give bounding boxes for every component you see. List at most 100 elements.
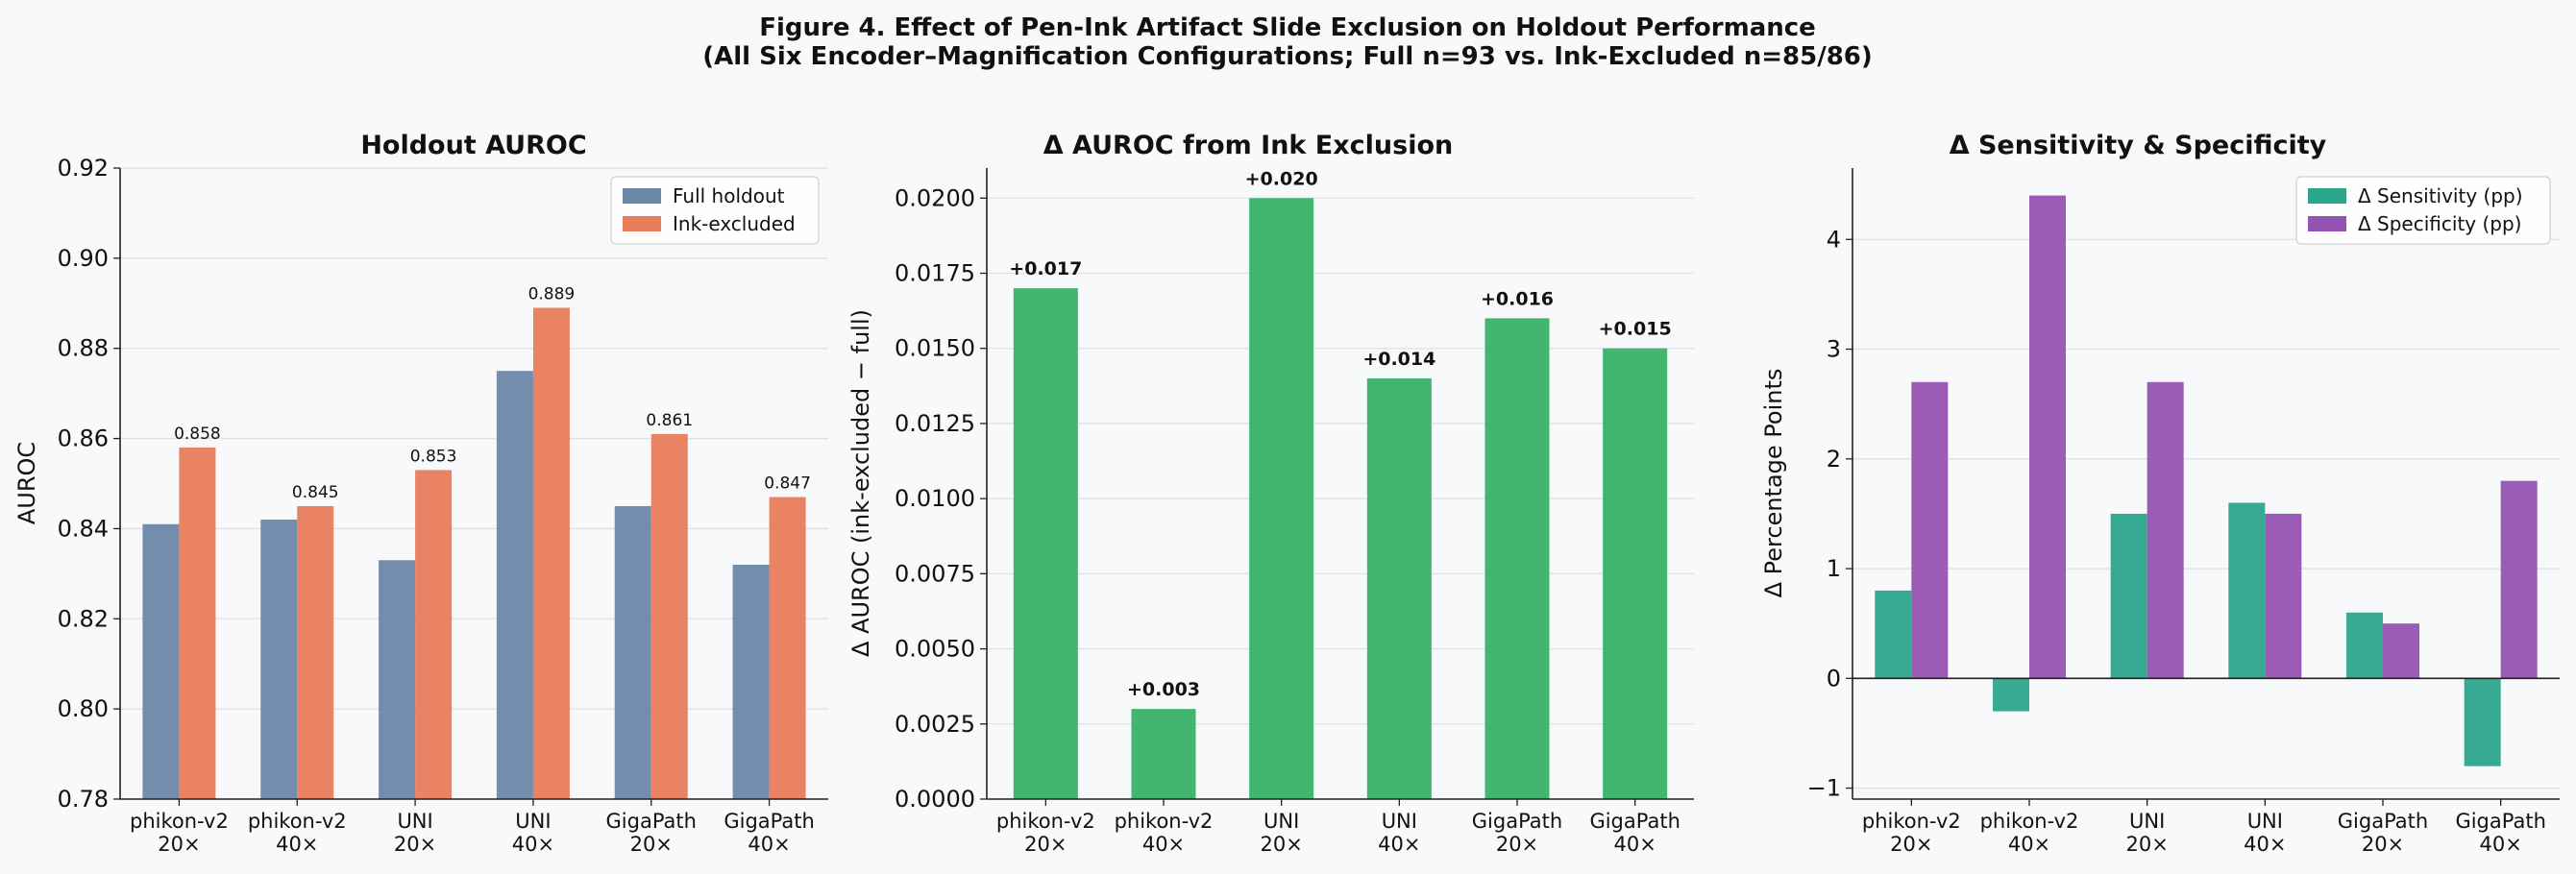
auroc-panel-title: Holdout AUROC [360, 131, 586, 160]
y-tick-label: 0.80 [58, 695, 109, 722]
bar-series1 [379, 560, 416, 799]
data-label: 0.861 [646, 411, 693, 430]
delta-auroc-panel: Δ AUROC from Ink Exclusion Δ AUROC (ink-… [847, 131, 1694, 856]
bar [1013, 288, 1078, 800]
x-tick-label-line2: 40× [1142, 833, 1185, 856]
x-tick-label-line1: phikon-v2 [1862, 810, 1961, 833]
x-tick-label-line2: 20× [1261, 833, 1303, 856]
y-tick-label: 0.82 [58, 605, 109, 632]
bar-series1 [2110, 513, 2147, 679]
data-label: 0.845 [292, 483, 339, 502]
x-tick-label-line1: GigaPath [2338, 810, 2428, 833]
bar-series1 [1993, 678, 2029, 712]
y-tick-label: 0.0075 [895, 560, 975, 587]
bar-series2 [532, 307, 570, 799]
x-tick-label-line2: 40× [2244, 833, 2286, 856]
data-label: +0.017 [1009, 258, 1082, 279]
bar-series2 [769, 497, 806, 799]
legend-swatch [2308, 188, 2346, 204]
data-label: 0.853 [410, 447, 457, 466]
y-tick-label: 3 [1827, 336, 1841, 363]
y-tick-label: 0.0200 [895, 184, 975, 211]
y-tick-label: 0.88 [58, 335, 109, 362]
y-tick-label: 1 [1827, 555, 1841, 582]
data-label: 0.889 [528, 284, 576, 303]
data-label: +0.014 [1362, 349, 1435, 370]
x-tick-label-line1: phikon-v2 [1980, 810, 2079, 833]
y-tick-label: 2 [1827, 446, 1841, 473]
bar-series1 [260, 520, 298, 799]
y-tick-label: 0.0125 [895, 410, 975, 437]
legend-swatch [623, 188, 661, 204]
x-tick-label-line2: 40× [2008, 833, 2050, 856]
x-tick-label-line1: UNI [515, 810, 551, 833]
x-tick-label-line1: GigaPath [1589, 810, 1680, 833]
x-tick-label-line2: 20× [1024, 833, 1067, 856]
x-tick-label-line1: UNI [1263, 810, 1299, 833]
bar-series1 [732, 564, 770, 799]
x-tick-label-line2: 40× [2480, 833, 2522, 856]
legend-swatch [2308, 216, 2346, 231]
y-tick-label: 0 [1827, 665, 1841, 692]
data-label: +0.003 [1127, 679, 1200, 700]
legend: Δ Sensitivity (pp) Δ Specificity (pp) [2295, 176, 2551, 245]
bar-series2 [2147, 381, 2184, 679]
x-tick-label-line1: phikon-v2 [996, 810, 1095, 833]
bar-series1 [2464, 678, 2501, 766]
legend-swatch [623, 216, 661, 231]
x-tick-label-line2: 20× [2126, 833, 2169, 856]
data-label: +0.015 [1599, 319, 1672, 340]
legend-box [2295, 176, 2551, 245]
bar-series1 [496, 371, 533, 799]
bar-series2 [179, 447, 216, 799]
x-tick-label-line1: GigaPath [724, 810, 814, 833]
y-tick-label: 0.0050 [895, 636, 975, 663]
x-tick-label-line2: 20× [394, 833, 436, 856]
x-tick-label-line2: 20× [1496, 833, 1538, 856]
delta-sens-spec-panel-title: Δ Sensitivity & Specificity [1950, 131, 2327, 160]
x-tick-label-line1: GigaPath [606, 810, 697, 833]
bar-series1 [614, 505, 651, 799]
x-tick-label-line2: 40× [1378, 833, 1420, 856]
delta-sens-spec-y-axis-label: Δ Percentage Points [1760, 369, 1787, 598]
bar [1366, 378, 1432, 799]
x-tick-label-line1: UNI [1382, 810, 1417, 833]
bar-series2 [2500, 480, 2538, 679]
legend: Full holdout Ink-excluded [610, 176, 820, 245]
y-tick-label: 0.84 [58, 515, 109, 542]
y-tick-label: 0.0025 [895, 711, 975, 738]
bar [1131, 709, 1196, 799]
x-tick-label-line1: UNI [2129, 810, 2165, 833]
y-tick-label: 0.0150 [895, 335, 975, 362]
bar [1249, 198, 1314, 800]
y-tick-label: 0.0175 [895, 260, 975, 287]
y-tick-label: 0.86 [58, 425, 109, 452]
bar-series2 [2383, 623, 2419, 679]
y-tick-label: 4 [1827, 226, 1841, 253]
x-tick-label-line2: 20× [630, 833, 673, 856]
x-tick-label-line2: 40× [512, 833, 554, 856]
y-tick-label: 0.78 [58, 786, 109, 813]
data-label: 0.858 [174, 425, 221, 444]
legend-label: Ink-excluded [673, 212, 796, 235]
bar-series2 [650, 433, 688, 799]
delta-sens-spec-panel: Δ Sensitivity & Specificity Δ Percentage… [1760, 131, 2560, 856]
x-tick-label-line2: 20× [2362, 833, 2404, 856]
auroc-panel: Holdout AUROC AUROC 0.78 0.80 0.82 0.84 0.86… [13, 131, 828, 856]
bar-series1 [2228, 502, 2266, 679]
data-label: +0.020 [1245, 168, 1318, 189]
legend-box [610, 176, 820, 245]
data-label: +0.016 [1481, 288, 1554, 309]
auroc-y-axis-label: AUROC [13, 442, 40, 524]
figure-title-line2: (All Six Encoder–Magnification Configura… [702, 42, 1873, 71]
x-tick-label-line2: 40× [1614, 833, 1656, 856]
y-tick-label: 0.92 [58, 155, 109, 182]
x-tick-label-line1: GigaPath [2455, 810, 2545, 833]
x-tick-label-line2: 40× [276, 833, 318, 856]
bar-series2 [1911, 381, 1949, 679]
bar-series2 [2265, 513, 2302, 679]
figure-title-line1: Figure 4. Effect of Pen-Ink Artifact Sli… [759, 13, 1816, 42]
y-tick-label: 0.0000 [895, 786, 975, 813]
bar-series2 [297, 505, 334, 799]
